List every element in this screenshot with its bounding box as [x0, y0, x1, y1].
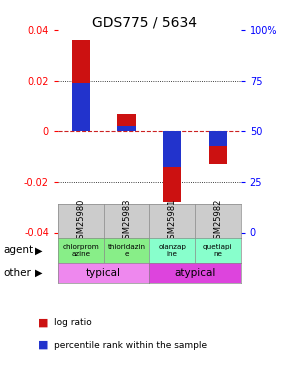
- Text: other: other: [3, 268, 31, 278]
- Bar: [209, 131, 227, 164]
- Text: ▶: ▶: [35, 245, 43, 255]
- Text: GDS775 / 5634: GDS775 / 5634: [93, 15, 197, 29]
- Text: ■: ■: [38, 318, 48, 327]
- Text: GSM25982: GSM25982: [213, 199, 222, 244]
- Text: chlorprom
azine: chlorprom azine: [62, 244, 99, 257]
- Text: agent: agent: [3, 245, 33, 255]
- Text: percentile rank within the sample: percentile rank within the sample: [54, 340, 207, 350]
- Text: olanzap
ine: olanzap ine: [158, 244, 186, 257]
- Bar: [72, 40, 90, 131]
- Bar: [117, 126, 136, 131]
- Text: quetiapi
ne: quetiapi ne: [203, 244, 233, 257]
- Text: log ratio: log ratio: [54, 318, 91, 327]
- Text: ▶: ▶: [35, 268, 43, 278]
- Text: GSM25983: GSM25983: [122, 198, 131, 244]
- Text: ■: ■: [38, 340, 48, 350]
- Bar: [117, 114, 136, 131]
- Text: GSM25981: GSM25981: [168, 199, 177, 244]
- Bar: [163, 131, 181, 202]
- Text: atypical: atypical: [174, 268, 216, 278]
- Text: GSM25980: GSM25980: [76, 199, 85, 244]
- Text: thioridazin
e: thioridazin e: [108, 244, 146, 257]
- Bar: [72, 83, 90, 131]
- Bar: [163, 131, 181, 166]
- Bar: [209, 131, 227, 147]
- Text: typical: typical: [86, 268, 121, 278]
